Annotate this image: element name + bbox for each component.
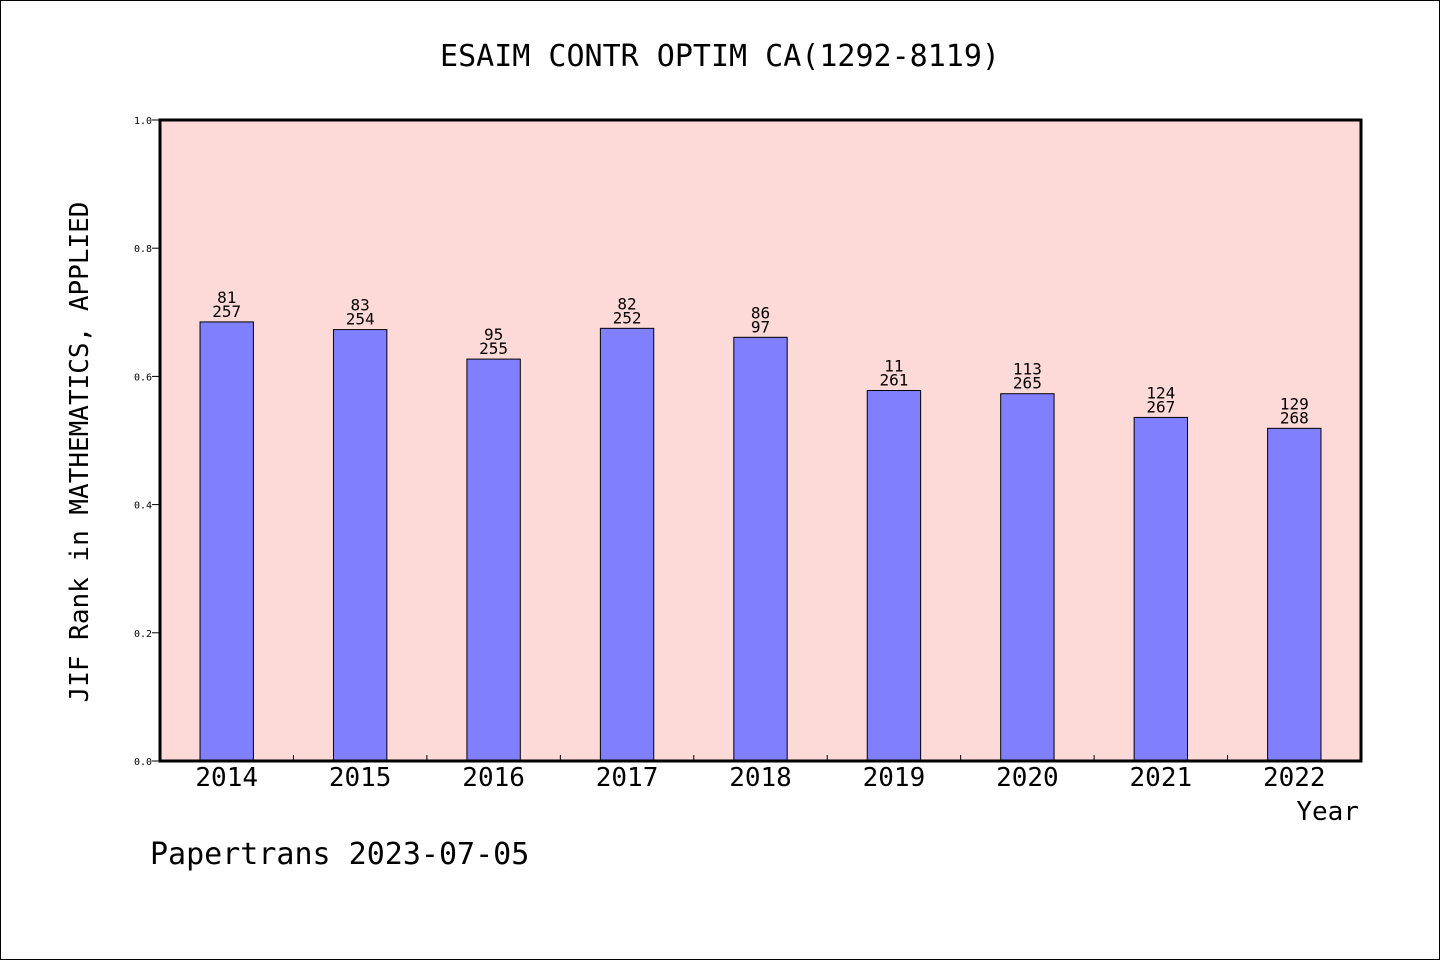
bar-2014 (199, 321, 254, 762)
x-tick-label: 2014 (195, 763, 258, 793)
y-tick-label: 0.8 (134, 244, 152, 255)
x-tick-label: 2016 (462, 763, 525, 793)
x-tick-label: 2019 (863, 763, 926, 793)
bar-rank-label: 82 (617, 294, 636, 313)
bar-rank-label: 11 (884, 357, 903, 376)
bar-2018 (733, 336, 788, 762)
bar-total-label: 257 (212, 302, 241, 321)
y-axis-title: JIF Rank in MATHEMATICS, APPLIED (65, 202, 95, 703)
chart-title: ESAIM CONTR OPTIM CA(1292-8119) (440, 39, 1000, 74)
footer-credit: Papertrans 2023-07-05 (150, 837, 529, 872)
bar-2015 (332, 329, 388, 762)
x-axis: 2014 2015 2016 2017 2018 2019 2020 2021 2022 (195, 755, 1326, 793)
y-tick-label: 1.0 (134, 116, 152, 127)
bar-rank-label: 124 (1146, 383, 1175, 402)
x-tick-label: 2015 (329, 763, 392, 793)
bar-2020 (1000, 393, 1055, 762)
bar-total-label: 265 (1013, 374, 1042, 393)
x-tick-label: 2020 (996, 763, 1059, 793)
bar-2021 (1133, 416, 1189, 762)
bar-total-label: 254 (346, 310, 375, 329)
x-tick-label: 2022 (1263, 763, 1326, 793)
bar-total-label: 268 (1280, 408, 1309, 427)
y-tick-label: 0.2 (134, 629, 152, 640)
bar-rank-label: 95 (484, 325, 503, 344)
bar-total-label: 97 (751, 317, 770, 336)
x-axis-title: Year (1296, 797, 1359, 827)
bar-2022 (1267, 427, 1322, 762)
bar-2019 (866, 390, 922, 762)
bar-total-label: 261 (879, 371, 908, 390)
bar-total-label: 255 (479, 339, 508, 358)
bar-2017 (599, 327, 655, 762)
bar-rank-label: 81 (217, 288, 236, 307)
x-tick-label: 2021 (1130, 763, 1193, 793)
x-tick-label: 2017 (596, 763, 659, 793)
y-tick-label: 0.4 (134, 501, 152, 512)
bar-total-label: 267 (1146, 397, 1175, 416)
x-tick-label: 2018 (729, 763, 792, 793)
plot-border (158, 118, 1363, 763)
y-axis: 0.0 0.2 0.4 0.6 0.8 1.0 (134, 116, 160, 768)
bar-rank-label: 83 (351, 296, 370, 315)
bar-rank-label: 86 (751, 303, 770, 322)
bar-rank-label: 129 (1280, 394, 1309, 413)
bar-total-label: 252 (613, 308, 642, 327)
y-tick-label: 0.6 (134, 372, 152, 383)
bar-rank-label: 113 (1013, 360, 1042, 379)
bar-2016 (466, 358, 521, 762)
y-tick-label: 0.0 (134, 757, 152, 768)
